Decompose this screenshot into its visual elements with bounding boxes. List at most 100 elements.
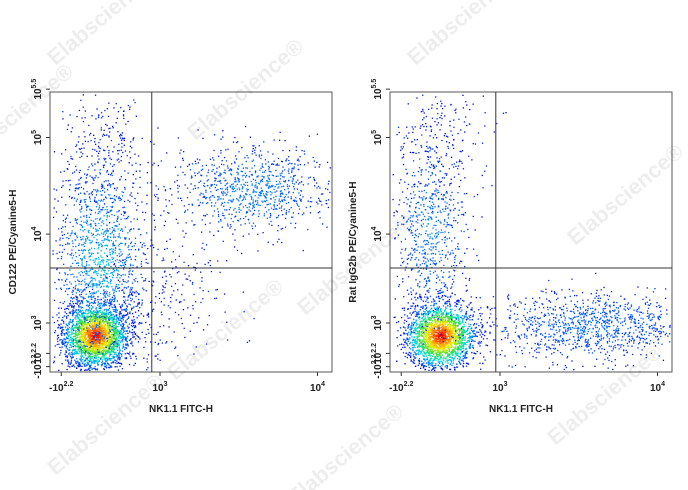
event-dot <box>245 193 247 195</box>
event-dot <box>72 311 74 313</box>
event-dot <box>86 283 88 285</box>
event-dot <box>89 369 91 372</box>
event-dot <box>86 323 88 326</box>
event-dot <box>72 327 75 329</box>
event-dot <box>114 305 116 308</box>
event-dot <box>103 340 105 342</box>
event-dot <box>115 316 117 318</box>
event-dot <box>100 362 103 364</box>
event-dot <box>121 230 124 232</box>
event-dot <box>95 333 98 335</box>
event-dot <box>67 288 70 290</box>
event-dot <box>81 258 83 260</box>
event-dot <box>291 163 293 165</box>
event-dot <box>58 251 61 253</box>
event-dot <box>121 323 123 325</box>
event-dot <box>264 159 267 161</box>
event-dot <box>75 200 77 202</box>
event-dot <box>110 206 112 208</box>
event-dot <box>101 303 103 305</box>
event-dot <box>118 196 120 198</box>
event-dot <box>95 292 97 294</box>
event-dot <box>82 280 84 282</box>
event-dot <box>63 233 65 236</box>
event-dot <box>91 344 93 346</box>
event-dot <box>92 338 95 340</box>
event-dot <box>65 180 67 182</box>
event-dot <box>261 163 263 165</box>
event-dot <box>76 302 78 304</box>
event-dot <box>107 286 110 288</box>
event-dot <box>103 312 106 314</box>
event-dot <box>94 352 96 354</box>
event-dot <box>82 120 85 123</box>
event-dot <box>101 330 103 332</box>
event-dot <box>92 227 94 229</box>
event-dot <box>122 347 124 349</box>
event-dot <box>96 284 99 286</box>
event-dot <box>231 188 233 190</box>
event-dot <box>60 352 62 354</box>
event-dot <box>155 196 157 198</box>
event-dot <box>109 194 111 196</box>
event-dot <box>218 221 220 223</box>
event-dot <box>96 340 98 343</box>
event-dot <box>86 315 89 317</box>
event-dot <box>67 325 69 327</box>
event-dot <box>119 249 121 251</box>
event-dot <box>129 339 132 341</box>
event-dot <box>100 127 102 129</box>
event-dot <box>87 327 90 329</box>
event-dot <box>75 292 77 294</box>
event-dot <box>290 222 292 224</box>
event-dot <box>115 311 117 313</box>
event-dot <box>108 311 111 314</box>
event-dot <box>102 262 104 264</box>
event-dot <box>271 163 273 165</box>
event-dot <box>81 324 83 326</box>
event-dot <box>139 164 141 166</box>
event-dot <box>89 346 91 349</box>
event-dot <box>130 221 132 223</box>
event-dot <box>54 332 56 334</box>
event-dot <box>81 225 84 228</box>
event-dot <box>112 289 114 291</box>
event-dot <box>64 218 67 220</box>
event-dot <box>199 159 201 161</box>
event-dot <box>90 302 92 304</box>
event-dot <box>251 227 254 230</box>
event-dot <box>83 271 86 273</box>
event-dot <box>97 336 100 338</box>
event-dot <box>53 360 55 362</box>
event-dot <box>263 141 265 143</box>
event-dot <box>91 338 94 341</box>
event-dot <box>290 198 292 200</box>
event-dot <box>228 169 231 171</box>
event-dot <box>87 296 90 298</box>
event-dot <box>105 311 107 313</box>
event-dot <box>74 232 77 234</box>
event-dot <box>83 346 85 348</box>
event-dot <box>234 177 236 179</box>
event-dot <box>222 136 224 138</box>
event-dot <box>218 196 220 198</box>
event-dot <box>94 365 96 368</box>
event-dot <box>277 183 279 185</box>
event-dot <box>96 239 98 241</box>
event-dot <box>79 365 82 367</box>
event-dot <box>100 117 103 119</box>
event-dot <box>76 144 78 146</box>
event-dot <box>121 333 123 335</box>
event-dot <box>128 249 130 251</box>
event-dot <box>192 308 194 310</box>
event-dot <box>284 181 286 183</box>
event-dot <box>105 308 107 310</box>
event-dot <box>187 209 189 211</box>
event-dot <box>313 160 315 162</box>
event-dot <box>266 217 268 219</box>
event-dot <box>98 345 100 347</box>
event-dot <box>98 342 101 344</box>
event-dot <box>91 345 93 347</box>
event-dot <box>110 174 112 176</box>
event-dot <box>112 253 114 255</box>
